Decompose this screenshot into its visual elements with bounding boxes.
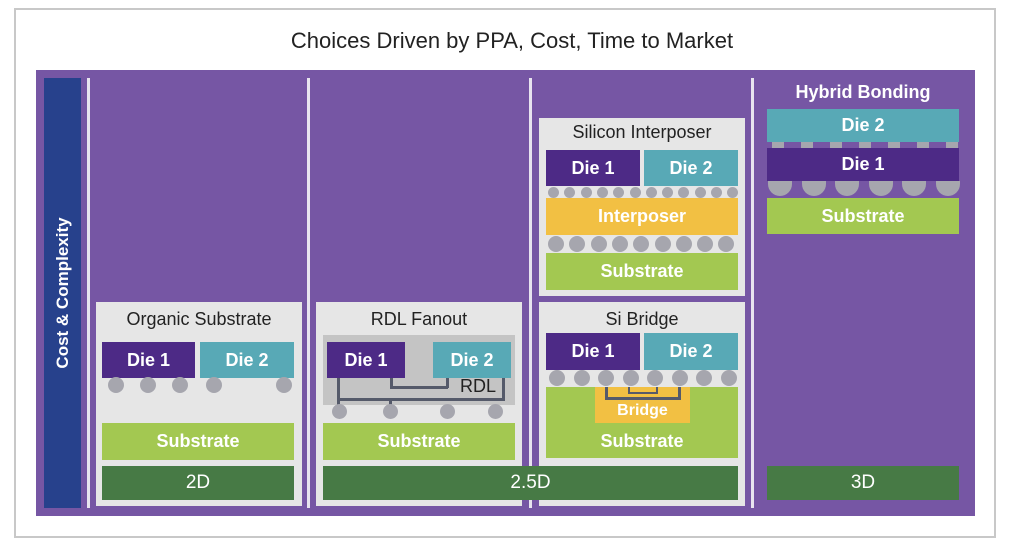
die-2: Die 2 xyxy=(200,342,294,378)
rdl-label: RDL xyxy=(460,376,497,396)
solder-bump xyxy=(694,187,706,198)
bond-pad xyxy=(917,142,929,148)
frame xyxy=(14,8,996,538)
divider xyxy=(307,78,310,508)
bond-pad xyxy=(888,142,900,148)
solder-bump xyxy=(332,404,347,419)
solder-bump xyxy=(654,236,671,252)
solder-bump xyxy=(564,187,576,198)
die-1: Die 1 xyxy=(546,150,640,186)
card-title: RDL Fanout xyxy=(370,309,468,329)
solder-bump xyxy=(596,187,608,198)
solder-bump xyxy=(662,187,674,198)
rdl-trace xyxy=(337,398,505,401)
bond-pad xyxy=(801,142,813,148)
solder-bump xyxy=(629,187,641,198)
substrate: Substrate xyxy=(102,423,294,460)
die-2: Die 2 xyxy=(644,333,738,370)
solder-bump xyxy=(801,181,826,196)
solder-bump xyxy=(548,187,559,198)
solder-bump xyxy=(580,187,592,198)
solder-bump xyxy=(935,181,960,196)
solder-bump xyxy=(108,377,124,393)
bond-pad xyxy=(772,142,784,148)
rdl-trace xyxy=(390,386,448,389)
bridge-trace xyxy=(656,387,658,394)
divider xyxy=(529,78,532,508)
solder-bump xyxy=(548,236,564,252)
rdl-trace xyxy=(502,378,505,400)
solder-bump xyxy=(902,181,926,196)
card-title: Si Bridge xyxy=(605,309,679,329)
bridge-trace xyxy=(605,387,608,399)
solder-bump xyxy=(622,370,639,386)
bridge-trace xyxy=(628,392,658,394)
solder-bump xyxy=(590,236,607,252)
rdl-trace xyxy=(337,378,340,408)
card-title: Silicon Interposer xyxy=(572,122,712,142)
bridge-trace xyxy=(605,397,681,400)
bond-pad xyxy=(946,142,958,148)
die-1: Die 1 xyxy=(102,342,195,378)
bridge-trace xyxy=(678,387,681,399)
level-2d: 2D xyxy=(102,466,294,500)
solder-bump xyxy=(172,377,188,393)
solder-bump xyxy=(720,370,737,386)
die-1: Die 1 xyxy=(327,342,405,378)
solder-bump xyxy=(696,370,712,386)
die-1: Die 1 xyxy=(546,333,640,370)
die-2: Die 2 xyxy=(433,342,511,378)
solder-bump xyxy=(868,181,893,196)
solder-bump xyxy=(383,404,398,419)
cost-complexity-axis: Cost & Complexity xyxy=(44,78,81,508)
solder-bump xyxy=(711,187,722,198)
solder-bump xyxy=(598,370,614,386)
solder-bump xyxy=(675,236,692,252)
level-3d: 3D xyxy=(767,466,959,500)
die-1: Die 1 xyxy=(767,148,959,181)
axis-label: Cost & Complexity xyxy=(52,217,72,369)
solder-bump xyxy=(678,187,690,198)
substrate: Substrate xyxy=(767,198,959,234)
solder-bump xyxy=(645,187,657,198)
solder-bump xyxy=(647,370,663,386)
solder-bump xyxy=(440,404,455,419)
substrate: Substrate xyxy=(546,253,738,290)
level-2-5d: 2.5D xyxy=(323,466,738,500)
solder-bump xyxy=(613,187,625,198)
solder-bump xyxy=(549,370,565,386)
solder-bump xyxy=(140,377,156,393)
solder-bump xyxy=(671,370,688,386)
substrate: Substrate xyxy=(323,423,515,460)
rdl-trace xyxy=(446,378,449,388)
bond-pad xyxy=(830,142,842,148)
bond-pad xyxy=(859,142,871,148)
solder-bump xyxy=(569,236,586,252)
die-2: Die 2 xyxy=(767,109,959,142)
solder-bump xyxy=(727,187,739,198)
solder-bump xyxy=(697,236,714,252)
solder-bump xyxy=(488,404,503,419)
divider xyxy=(751,78,754,508)
solder-bump xyxy=(835,181,859,196)
solder-bump xyxy=(768,181,792,196)
card-title: Hybrid Bonding xyxy=(795,82,931,102)
bridge-trace xyxy=(628,387,630,394)
solder-bump xyxy=(276,377,292,393)
solder-bump xyxy=(633,236,650,252)
card-title: Organic Substrate xyxy=(126,309,272,329)
die-2: Die 2 xyxy=(644,150,738,186)
solder-bump xyxy=(206,377,222,393)
solder-bump xyxy=(718,236,735,252)
diagram-title: Choices Driven by PPA, Cost, Time to Mar… xyxy=(290,28,734,53)
rdl-trace xyxy=(390,378,393,388)
solder-bump xyxy=(611,236,628,252)
divider xyxy=(87,78,90,508)
solder-bump xyxy=(573,370,590,386)
interposer: Interposer xyxy=(546,198,738,235)
